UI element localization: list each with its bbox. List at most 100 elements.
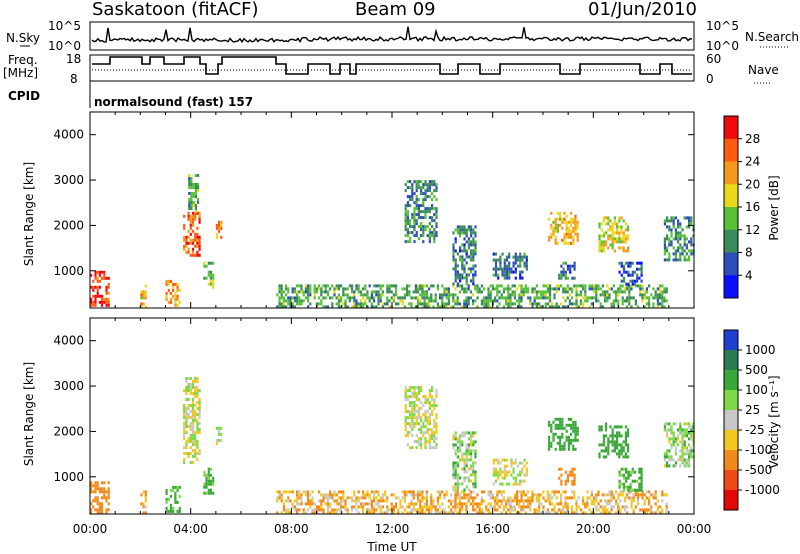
range-time-cell xyxy=(620,449,623,453)
range-time-cell xyxy=(556,229,559,233)
range-time-cell xyxy=(522,493,525,497)
range-time-cell xyxy=(560,276,563,280)
range-time-cell xyxy=(688,443,691,447)
range-time-cell xyxy=(598,243,601,247)
range-time-cell xyxy=(560,473,563,477)
range-time-cell xyxy=(326,493,329,497)
range-time-cell xyxy=(544,296,547,300)
range-time-cell xyxy=(189,214,192,218)
range-time-cell xyxy=(620,246,623,250)
range-time-cell xyxy=(392,284,395,288)
range-time-cell xyxy=(445,493,448,497)
range-time-cell xyxy=(514,252,517,256)
range-time-cell xyxy=(320,499,323,503)
range-time-cell xyxy=(454,267,457,271)
range-time-cell xyxy=(472,482,475,486)
range-time-cell xyxy=(426,186,429,190)
range-time-cell xyxy=(285,293,288,297)
range-time-cell xyxy=(392,299,395,303)
range-time-cell xyxy=(575,499,578,503)
range-time-cell xyxy=(622,467,626,471)
range-time-cell xyxy=(476,502,479,506)
range-time-cell xyxy=(293,299,296,303)
range-time-cell xyxy=(636,273,639,277)
range-time-cell xyxy=(472,449,475,453)
range-time-cell xyxy=(559,447,562,451)
range-time-cell xyxy=(648,296,651,300)
range-time-cell xyxy=(189,389,192,392)
range-time-cell xyxy=(414,290,417,294)
range-time-cell xyxy=(544,290,547,294)
range-time-cell xyxy=(461,264,464,268)
range-time-cell xyxy=(452,464,455,468)
range-time-cell xyxy=(190,204,193,207)
range-time-cell xyxy=(489,511,492,515)
range-time-cell xyxy=(415,222,418,226)
range-time-cell xyxy=(620,228,623,232)
range-time-cell xyxy=(381,284,384,288)
range-time-cell xyxy=(595,496,598,500)
range-time-cell xyxy=(470,249,473,253)
range-time-cell xyxy=(641,287,644,291)
range-time-cell xyxy=(220,220,223,224)
range-time-cell xyxy=(172,509,175,513)
range-time-cell xyxy=(516,287,519,291)
range-time-cell xyxy=(638,485,641,489)
range-time-cell xyxy=(494,296,497,300)
range-time-cell xyxy=(503,458,506,462)
range-time-cell xyxy=(650,293,653,297)
range-time-cell xyxy=(433,219,436,223)
range-time-cell xyxy=(185,235,188,239)
range-time-cell xyxy=(480,508,483,512)
range-time-cell xyxy=(551,490,554,494)
range-time-cell xyxy=(588,287,591,291)
range-time-cell xyxy=(598,452,601,456)
range-time-cell xyxy=(174,491,177,495)
range-time-cell xyxy=(456,479,459,483)
range-time-cell xyxy=(285,499,288,503)
range-time-cell xyxy=(465,231,468,235)
range-time-cell xyxy=(565,429,568,433)
range-time-cell xyxy=(191,437,195,440)
range-time-cell xyxy=(142,296,145,300)
range-time-cell xyxy=(465,273,468,277)
range-time-cell xyxy=(196,235,199,239)
range-time-cell xyxy=(296,511,299,515)
range-time-cell xyxy=(579,508,582,512)
velocity-panel-frame xyxy=(89,317,695,515)
range-time-cell xyxy=(573,267,576,271)
range-time-cell xyxy=(677,458,680,462)
range-time-cell xyxy=(643,290,646,294)
range-time-cell xyxy=(665,299,668,303)
range-time-cell xyxy=(503,470,506,474)
range-time-cell xyxy=(555,490,558,494)
range-time-cell xyxy=(424,189,427,193)
range-time-cell xyxy=(576,432,579,436)
range-time-cell xyxy=(212,285,215,289)
range-time-cell xyxy=(443,493,446,497)
range-time-cell xyxy=(447,299,450,303)
range-time-cell xyxy=(645,490,648,494)
range-time-cell xyxy=(607,246,610,250)
range-time-cell xyxy=(183,404,186,407)
range-time-cell xyxy=(366,508,369,512)
range-time-cell xyxy=(289,490,292,494)
range-time-cell xyxy=(404,422,407,426)
range-time-cell xyxy=(169,509,173,513)
range-time-cell xyxy=(417,410,420,414)
range-time-cell xyxy=(572,226,575,230)
range-time-cell xyxy=(641,490,644,494)
range-time-cell xyxy=(520,284,523,288)
range-time-cell xyxy=(677,249,680,253)
range-time-cell xyxy=(563,217,566,221)
range-time-cell xyxy=(183,407,186,410)
range-time-cell xyxy=(608,293,611,297)
range-time-cell xyxy=(546,508,549,512)
range-time-cell xyxy=(629,488,632,492)
range-time-cell xyxy=(322,496,325,500)
range-time-cell xyxy=(414,502,417,506)
range-time-cell xyxy=(276,490,279,494)
range-time-cell xyxy=(599,293,602,297)
range-time-cell xyxy=(425,305,428,309)
range-time-cell xyxy=(176,485,179,489)
